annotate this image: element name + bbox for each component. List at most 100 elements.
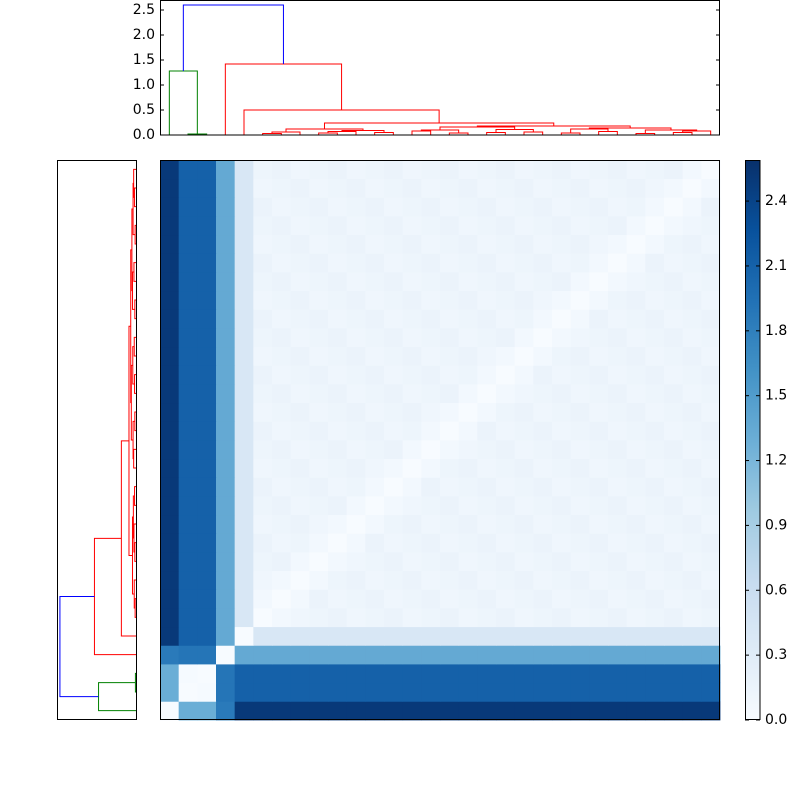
heatmap-cell	[197, 328, 217, 348]
heatmap-cell	[216, 272, 236, 292]
heatmap-cell	[402, 197, 422, 217]
heatmap-cell	[309, 328, 329, 348]
heatmap-cell	[290, 234, 310, 254]
heatmap-cell	[552, 589, 572, 609]
heatmap-cell	[197, 458, 217, 478]
heatmap-cell	[477, 570, 497, 590]
heatmap-cell	[645, 664, 665, 684]
heatmap-cell	[216, 421, 236, 441]
frames	[57, 0, 761, 721]
heatmap-cell	[328, 570, 348, 590]
heatmap-cell	[272, 608, 292, 628]
heatmap-cell	[701, 421, 721, 441]
heatmap-cell	[253, 402, 273, 422]
heatmap-cell	[346, 272, 366, 292]
heatmap-cell	[440, 496, 460, 516]
heatmap-cell	[328, 664, 348, 684]
heatmap-cell	[421, 589, 441, 609]
heatmap-cell	[589, 458, 609, 478]
heatmap-cell	[160, 384, 180, 404]
heatmap-cell	[216, 253, 236, 273]
heatmap-cell	[645, 514, 665, 534]
heatmap-cell	[309, 682, 329, 702]
heatmap-cell	[365, 552, 385, 572]
heatmap-cell	[160, 272, 180, 292]
heatmap-cell	[197, 701, 217, 721]
heatmap-cell	[365, 328, 385, 348]
heatmap-cell	[645, 253, 665, 273]
heatmap-cell	[477, 328, 497, 348]
heatmap-cell	[346, 496, 366, 516]
heatmap-cell	[608, 701, 628, 721]
heatmap-cell	[365, 458, 385, 478]
heatmap-cell	[421, 309, 441, 329]
heatmap-cell	[178, 216, 198, 236]
heatmap-cell	[701, 682, 721, 702]
heatmap-cell	[328, 234, 348, 254]
heatmap-cell	[645, 701, 665, 721]
heatmap-cell	[253, 178, 273, 198]
heatmap-cell	[664, 701, 684, 721]
heatmap-cell	[309, 608, 329, 628]
heatmap-cell	[682, 552, 702, 572]
heatmap-cell	[440, 234, 460, 254]
heatmap-cell	[178, 645, 198, 665]
heatmap-cell	[552, 514, 572, 534]
heatmap-cell	[458, 402, 478, 422]
heatmap-cell	[645, 197, 665, 217]
heatmap-cell	[682, 365, 702, 385]
heatmap-cell	[664, 365, 684, 385]
heatmap-cell	[477, 160, 497, 180]
heatmap-cell	[496, 589, 516, 609]
heatmap-cell	[272, 328, 292, 348]
heatmap-cell	[160, 309, 180, 329]
heatmap-cell	[589, 160, 609, 180]
heatmap-cell	[421, 552, 441, 572]
heatmap-cell	[458, 197, 478, 217]
heatmap-cell	[197, 589, 217, 609]
heatmap-cell	[533, 384, 553, 404]
heatmap-cell	[421, 365, 441, 385]
heatmap-cell	[346, 533, 366, 553]
heatmap-cell	[533, 682, 553, 702]
heatmap-cell	[197, 626, 217, 646]
heatmap-cell	[440, 664, 460, 684]
heatmap-cell	[197, 346, 217, 366]
heatmap-cell	[365, 589, 385, 609]
heatmap-cell	[477, 440, 497, 460]
heatmap-cell	[253, 701, 273, 721]
heatmap-cell	[645, 682, 665, 702]
colorbar-tick-label: 2.4	[765, 193, 787, 209]
heatmap-cell	[384, 234, 404, 254]
heatmap-cell	[552, 552, 572, 572]
heatmap-cell	[477, 533, 497, 553]
heatmap-cell	[496, 440, 516, 460]
heatmap-cell	[272, 160, 292, 180]
heatmap-cell	[608, 496, 628, 516]
heatmap-cell	[402, 346, 422, 366]
heatmap-cell	[496, 346, 516, 366]
heatmap-cell	[309, 272, 329, 292]
colorbar-tick-label: 0.0	[765, 712, 787, 728]
heatmap-cell	[216, 682, 236, 702]
heatmap-cell	[533, 346, 553, 366]
heatmap-cell	[496, 664, 516, 684]
heatmap-cell	[328, 458, 348, 478]
heatmap-cell	[570, 384, 590, 404]
heatmap-cell	[160, 160, 180, 180]
heatmap-cell	[384, 458, 404, 478]
heatmap-cell	[701, 570, 721, 590]
heatmap-cell	[197, 682, 217, 702]
heatmap-cell	[253, 384, 273, 404]
heatmap-cell	[514, 234, 534, 254]
heatmap-cell	[160, 514, 180, 534]
heatmap-cell	[402, 496, 422, 516]
heatmap-cell	[589, 626, 609, 646]
heatmap-cell	[197, 365, 217, 385]
heatmap-cell	[178, 178, 198, 198]
heatmap-cell	[421, 402, 441, 422]
heatmap-cell	[253, 570, 273, 590]
heatmap-cell	[552, 440, 572, 460]
heatmap-cell	[253, 440, 273, 460]
heatmap-cell	[160, 589, 180, 609]
